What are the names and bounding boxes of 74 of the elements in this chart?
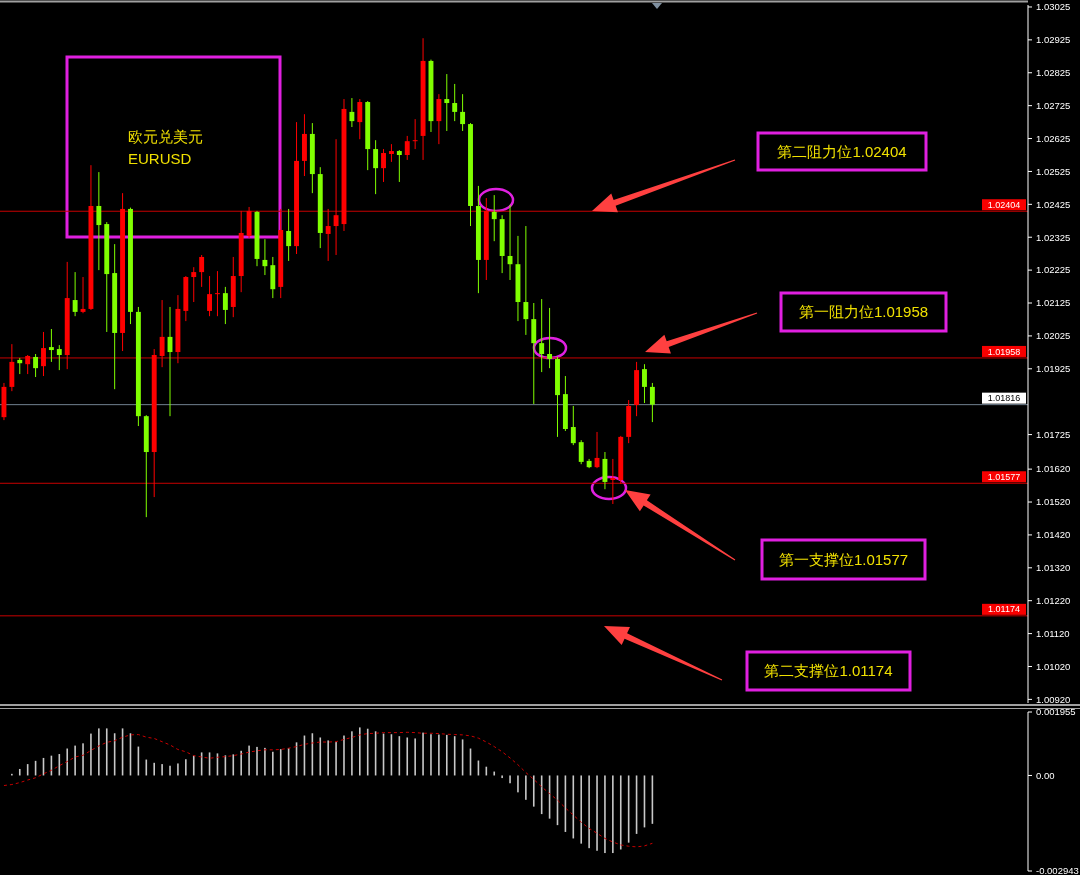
ref-line-label: 1.01577: [987, 471, 1021, 482]
y-tick-label: 1.01620: [1036, 463, 1071, 475]
candlestick: [199, 254, 205, 288]
candlestick: [547, 307, 553, 369]
candlestick: [191, 266, 197, 303]
annotation: 第二阻力位1.02404: [777, 142, 907, 160]
candlestick: [262, 238, 268, 276]
candlestick: [452, 83, 458, 122]
candlestick: [357, 98, 363, 140]
y-tick-label: 1.01320: [1036, 562, 1071, 574]
y-tick-label: 1.02025: [1036, 330, 1071, 342]
y-tick-label: 1.02325: [1036, 231, 1071, 243]
candlestick: [396, 149, 402, 183]
candlestick: [41, 331, 46, 377]
y-tick-label: 1.01420: [1036, 529, 1071, 541]
candlestick: [444, 73, 450, 132]
y-tick-label: 1.03025: [1036, 1, 1071, 13]
annotation: 欧元兑美元: [128, 128, 203, 145]
ref-line-label: 1.01958: [987, 346, 1021, 357]
candlestick: [578, 439, 584, 465]
candlestick: [48, 328, 54, 363]
candlestick: [642, 363, 647, 404]
y-tick-label: 0.00: [1036, 769, 1055, 781]
candlestick: [349, 97, 355, 128]
candlestick: [72, 271, 78, 317]
candlestick: [460, 93, 466, 132]
candlestick: [207, 275, 212, 317]
y-tick-label: 1.01925: [1036, 363, 1071, 375]
candlestick: [523, 225, 529, 336]
candlestick: [159, 299, 165, 368]
y-tick-label: 1.02125: [1036, 297, 1071, 309]
y-tick-label: 1.01725: [1036, 428, 1071, 440]
y-tick-label: 1.02225: [1036, 264, 1071, 276]
candlestick: [570, 405, 576, 446]
candlestick: [286, 208, 292, 262]
candlestick: [381, 148, 386, 183]
ref-line-label: 1.01816: [987, 393, 1021, 404]
line-series: [3, 731, 653, 848]
candlestick: [215, 270, 220, 317]
ref-line-label: 1.01174: [988, 604, 1020, 615]
annotation: 第一阻力位1.01958: [798, 303, 929, 321]
y-tick-label: 1.02425: [1036, 198, 1071, 210]
y-tick-label: 1.02525: [1036, 165, 1071, 177]
y-tick-label: 1.00920: [1036, 693, 1071, 705]
candlestick: [373, 139, 379, 195]
annotation: 第二支撑位1.01174: [764, 662, 893, 680]
candlestick: [333, 138, 339, 256]
candlestick: [436, 93, 442, 145]
y-tick-label: 1.02725: [1036, 99, 1071, 111]
y-tick-label: 1.02825: [1036, 67, 1071, 79]
candlestick: [539, 298, 545, 373]
candlestick: [610, 458, 616, 505]
ref-line-label: 1.02404: [987, 199, 1021, 210]
candlestick: [96, 171, 102, 271]
candlestick: [491, 194, 497, 242]
annotation: EURUSD: [128, 150, 192, 167]
candlestick: [412, 118, 418, 150]
y-tick-label: 1.01520: [1036, 496, 1071, 508]
candlestick: [56, 344, 62, 371]
candlestick: [325, 208, 331, 262]
y-tick-label: 0.001955: [1036, 706, 1076, 718]
candlestick: [649, 382, 655, 423]
candlestick: [33, 353, 39, 378]
y-tick-label: 1.02625: [1036, 132, 1071, 144]
y-tick-label: 1.01220: [1036, 595, 1071, 607]
y-tick-label: 1.02925: [1036, 34, 1071, 46]
y-tick-label: 1.01020: [1036, 660, 1071, 672]
y-tick-label: -0.002943: [1036, 865, 1079, 875]
candlestick: [222, 286, 228, 325]
candlestick: [602, 451, 608, 490]
y-tick-label: 1.01120: [1036, 627, 1070, 639]
annotation: 第一支撑位1.01577: [778, 550, 909, 568]
candlestick: [404, 135, 410, 161]
candlestick: [25, 354, 31, 375]
